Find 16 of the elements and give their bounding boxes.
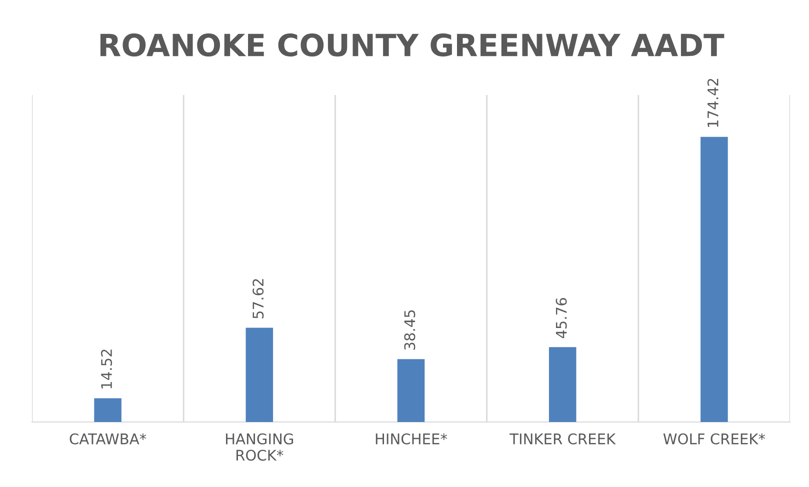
bar — [94, 398, 122, 422]
data-label: 174.42 — [707, 78, 718, 127]
data-label: 14.52 — [101, 350, 112, 388]
bar — [700, 136, 728, 422]
data-label: 38.45 — [404, 310, 416, 350]
bar — [246, 328, 274, 422]
data-label: 57.62 — [252, 279, 264, 318]
x-tick-label: HINCHEE* — [376, 433, 448, 444]
data-label: 45.76 — [556, 298, 567, 338]
x-tick-label: WOLF CREEK* — [663, 433, 766, 444]
chart-title: ROANOKE COUNTY GREENWAY AADT — [100, 33, 724, 57]
x-tick-label: TINKER CREEK — [510, 433, 616, 444]
bar — [397, 359, 425, 422]
x-tick-label: CATAWBA* — [70, 433, 146, 444]
x-tick-label: HANGING ROCK* — [226, 433, 294, 461]
bar — [548, 347, 576, 422]
